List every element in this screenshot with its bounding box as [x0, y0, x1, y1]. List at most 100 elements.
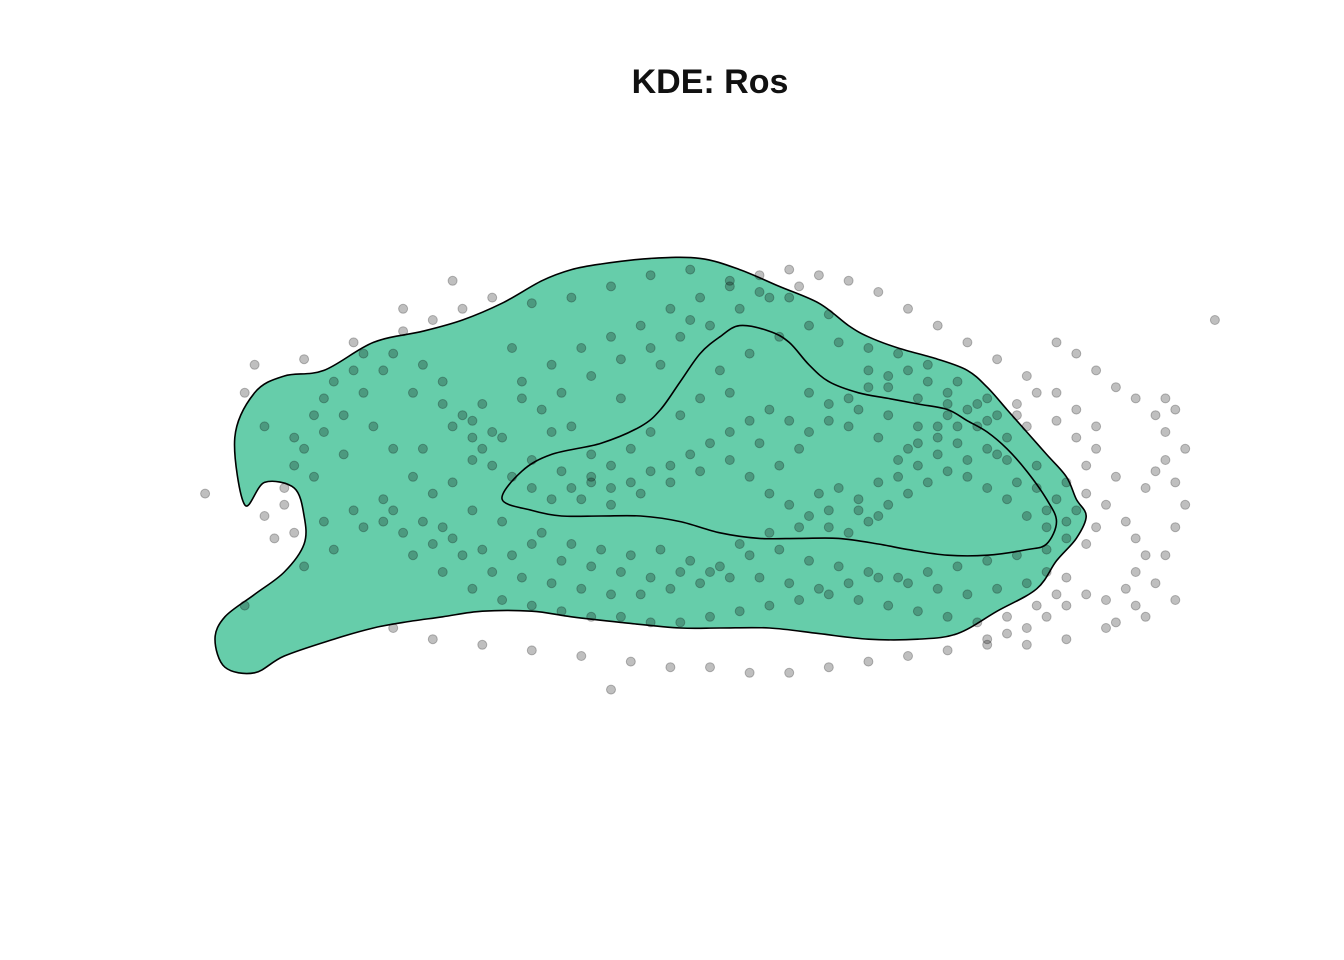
data-point	[932, 432, 943, 443]
data-point	[784, 415, 795, 426]
data-point	[606, 499, 616, 510]
data-point	[576, 583, 587, 594]
data-point	[992, 583, 1003, 594]
data-point	[962, 455, 973, 465]
data-point	[497, 595, 508, 605]
data-point	[348, 337, 359, 348]
contour-outer	[214, 256, 1088, 675]
data-point	[556, 555, 567, 566]
data-point	[576, 343, 587, 353]
data-point	[388, 505, 399, 516]
data-point	[833, 561, 844, 572]
data-point	[922, 359, 933, 370]
data-point	[1091, 421, 1102, 432]
data-point	[299, 561, 310, 572]
data-point	[853, 595, 864, 605]
data-point	[477, 639, 488, 650]
data-point	[1011, 477, 1022, 488]
data-point	[1180, 499, 1191, 510]
data-point	[437, 376, 448, 387]
data-point	[972, 421, 983, 432]
data-point	[289, 527, 300, 538]
data-point	[972, 399, 983, 409]
data-point	[893, 455, 904, 465]
data-point	[893, 348, 904, 359]
data-point	[1130, 567, 1141, 577]
data-point	[625, 443, 636, 454]
data-point	[299, 443, 310, 454]
data-point	[487, 292, 498, 303]
data-point	[309, 410, 319, 421]
data-point	[457, 303, 468, 314]
data-point	[606, 483, 616, 493]
data-point	[625, 477, 636, 488]
data-point	[843, 578, 854, 589]
data-point	[427, 488, 438, 499]
chart-title: KDE: Ros	[632, 63, 789, 101]
data-point	[1130, 533, 1141, 544]
data-point	[863, 567, 874, 577]
contour-inner	[501, 324, 1058, 557]
data-point	[823, 399, 834, 409]
data-point	[615, 611, 626, 622]
data-point	[546, 578, 557, 589]
data-point	[1110, 382, 1121, 393]
data-point	[903, 651, 913, 661]
data-point	[497, 432, 508, 443]
data-point	[437, 567, 448, 577]
data-point	[398, 326, 409, 337]
data-point	[348, 505, 359, 516]
data-point	[784, 264, 795, 275]
data-point	[784, 667, 795, 678]
data-point	[606, 331, 616, 342]
data-point	[863, 343, 874, 353]
data-point	[1110, 617, 1121, 628]
data-point	[447, 275, 458, 286]
data-point	[1091, 365, 1102, 376]
data-point	[1031, 460, 1042, 471]
data-point	[685, 449, 696, 460]
data-point	[457, 410, 468, 421]
data-point	[1170, 477, 1181, 488]
data-point	[883, 371, 894, 381]
data-point	[398, 527, 409, 538]
data-point	[724, 572, 735, 583]
data-point	[813, 488, 824, 499]
data-point	[586, 371, 597, 381]
data-point	[1170, 522, 1181, 533]
contour-layer	[214, 256, 1088, 675]
data-point	[705, 567, 715, 577]
data-point	[1140, 483, 1151, 493]
data-point	[823, 415, 834, 426]
data-point	[1051, 494, 1062, 505]
data-point	[794, 595, 805, 605]
data-point	[744, 550, 755, 561]
data-point	[1160, 455, 1171, 465]
data-point	[556, 387, 567, 398]
data-point	[1101, 623, 1111, 633]
data-point	[507, 550, 517, 561]
data-point	[516, 393, 527, 404]
data-point	[1160, 427, 1171, 437]
data-point	[1041, 544, 1052, 555]
data-point	[744, 471, 755, 482]
data-point	[338, 449, 349, 460]
data-point	[417, 443, 428, 454]
data-point	[764, 527, 775, 538]
data-point	[556, 606, 567, 617]
data-point	[526, 483, 537, 493]
data-point	[873, 572, 884, 583]
data-point	[1110, 471, 1121, 482]
data-point	[586, 477, 597, 488]
data-point	[853, 494, 864, 505]
data-point	[804, 511, 814, 521]
data-point	[388, 348, 399, 359]
data-point	[724, 275, 735, 286]
data-point	[942, 410, 953, 421]
data-point	[279, 499, 290, 510]
data-point	[1061, 634, 1072, 645]
data-point	[853, 404, 864, 415]
data-point	[645, 572, 656, 583]
data-point	[497, 516, 508, 527]
data-point	[804, 555, 814, 566]
